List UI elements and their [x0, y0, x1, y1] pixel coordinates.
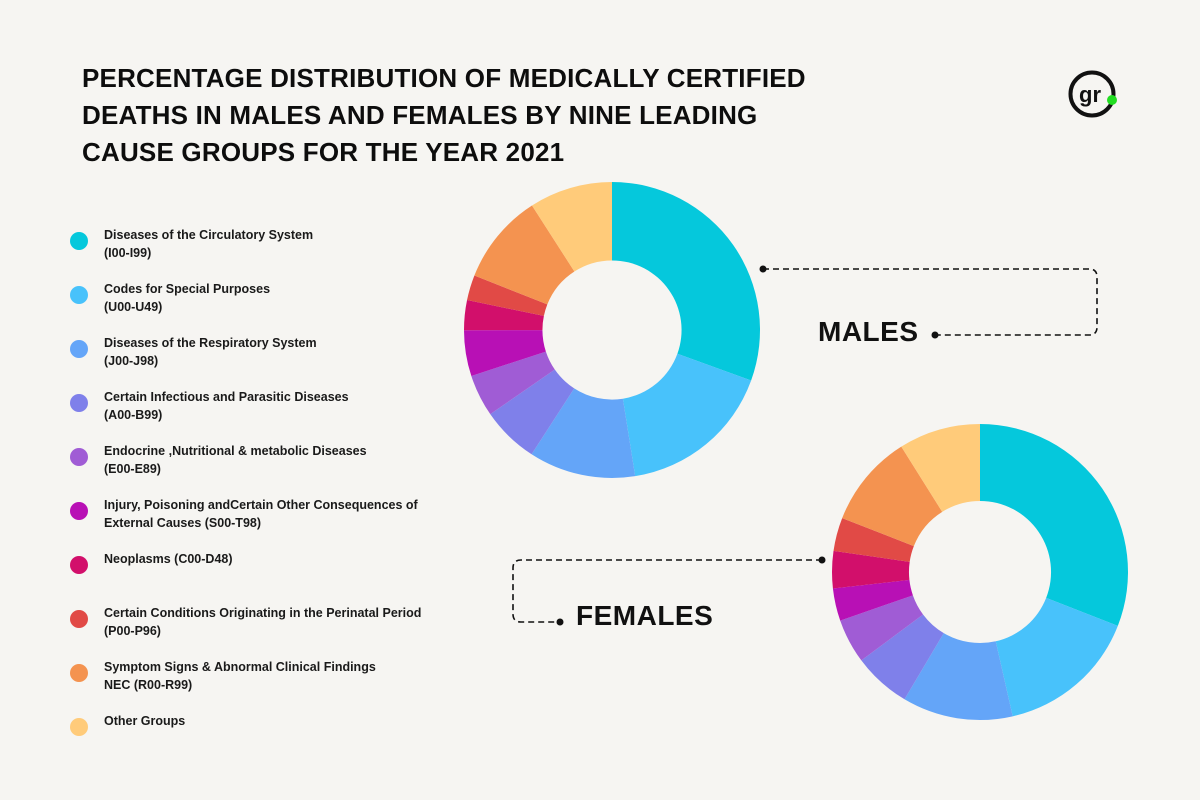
legend-item: Certain Infectious and Parasitic Disease…: [66, 388, 466, 442]
males-slice: [531, 388, 636, 479]
males-slice: [467, 275, 548, 316]
legend-label: Injury, Poisoning andCertain Other Conse…: [104, 498, 418, 530]
logo-ring: [1068, 70, 1116, 118]
legend-item: Neoplasms (C00-D48): [66, 550, 466, 604]
females-slice: [842, 446, 943, 547]
legend-swatch: [70, 448, 88, 466]
females-slice: [901, 424, 980, 512]
legend-label: Certain Conditions Originating in the Pe…: [104, 606, 422, 638]
legend-item: Symptom Signs & Abnormal Clinical Findin…: [66, 658, 466, 712]
legend-swatch: [70, 664, 88, 682]
males-slice: [622, 353, 752, 477]
legend-swatch: [70, 232, 88, 250]
brand-logo: gr: [1068, 70, 1117, 118]
legend-item: Diseases of the Circulatory System (I00-…: [66, 226, 466, 280]
females-connector-start-dot: [818, 556, 826, 564]
females-slice: [904, 633, 1013, 720]
chart-title: PERCENTAGE DISTRIBUTION OF MEDICALLY CER…: [82, 63, 806, 167]
legend-swatch: [70, 394, 88, 412]
legend-swatch: [70, 502, 88, 520]
legend-label: Symptom Signs & Abnormal Clinical Findin…: [104, 660, 376, 692]
legend-swatch: [70, 718, 88, 736]
legend-item: Certain Conditions Originating in the Pe…: [66, 604, 466, 658]
males-slice: [464, 330, 546, 377]
males-connector-line: [763, 268, 1098, 336]
females-slice: [832, 550, 910, 589]
legend-label: Diseases of the Circulatory System (I00-…: [104, 228, 314, 260]
females-slice: [832, 579, 913, 621]
legend-label: Certain Infectious and Parasitic Disease…: [104, 390, 349, 422]
legend-item: Other Groups: [66, 712, 466, 766]
legend-item: Diseases of the Respiratory System (J00-…: [66, 334, 466, 388]
males-slice: [531, 182, 612, 272]
chart-legend: Diseases of the Circulatory System (I00-…: [66, 226, 466, 766]
females-slice: [833, 518, 914, 562]
legend-label: Diseases of the Respiratory System (J00-…: [104, 336, 317, 368]
males-slice: [474, 205, 575, 305]
females-connector-line: [512, 559, 822, 623]
males-donut: [463, 182, 760, 479]
legend-swatch: [70, 340, 88, 358]
legend-swatch: [70, 610, 88, 628]
legend-label: Endocrine ,Nutritional & metabolic Disea…: [104, 444, 367, 476]
females-donut: [832, 424, 1128, 720]
females-connector: [512, 556, 826, 626]
logo-text: gr: [1079, 82, 1101, 107]
males-slice: [612, 182, 760, 381]
legend-item: Injury, Poisoning andCertain Other Conse…: [66, 496, 466, 550]
males-connector: [759, 265, 1098, 339]
legend-swatch: [70, 556, 88, 574]
legend-item: Endocrine ,Nutritional & metabolic Disea…: [66, 442, 466, 496]
males-label: MALES: [818, 316, 919, 347]
females-slice: [980, 424, 1128, 626]
legend-swatch: [70, 286, 88, 304]
males-slice: [490, 369, 575, 455]
legend-item: Codes for Special Purposes (U00-U49): [66, 280, 466, 334]
legend-label: Other Groups: [104, 714, 186, 728]
females-slice: [861, 614, 944, 700]
females-slice: [995, 597, 1118, 717]
males-connector-end-dot: [931, 331, 939, 339]
males-slice: [471, 351, 555, 415]
legend-label: Codes for Special Purposes (U00-U49): [104, 282, 271, 314]
females-connector-end-dot: [556, 618, 564, 626]
legend-label: Neoplasms (C00-D48): [104, 552, 233, 566]
males-connector-start-dot: [759, 265, 767, 273]
females-slice: [840, 595, 924, 661]
logo-green-dot: [1107, 95, 1117, 105]
females-label: FEMALES: [576, 600, 714, 631]
males-slice: [463, 300, 544, 331]
